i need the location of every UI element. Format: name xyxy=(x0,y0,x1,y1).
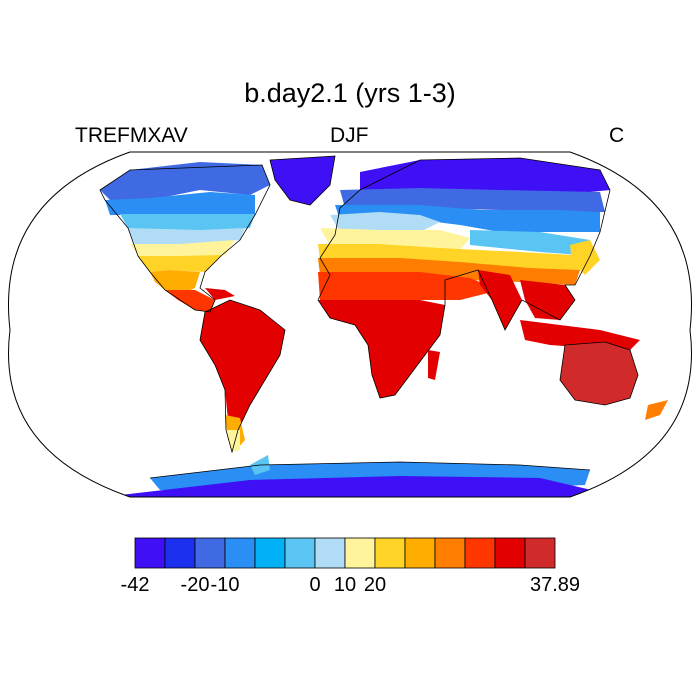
colorbar-label: 20 xyxy=(363,574,387,596)
colorbar-box xyxy=(374,537,406,569)
north-america-mid2 xyxy=(128,228,245,245)
colorbar-box xyxy=(464,537,496,569)
colorbar-label: 37.89 xyxy=(529,574,581,596)
map-title: b.day2.1 (yrs 1-3) xyxy=(244,78,456,108)
madagascar xyxy=(428,350,440,380)
colorbar-label: -20 xyxy=(180,574,210,596)
colorbar-box xyxy=(284,537,316,569)
new-zealand xyxy=(645,400,668,420)
eurasia-arctic xyxy=(360,158,610,195)
mexico xyxy=(150,270,200,295)
north-africa-mideast xyxy=(318,258,580,285)
colorbar-box xyxy=(224,537,256,569)
africa xyxy=(318,300,445,398)
eurasia-midnorth xyxy=(335,205,600,232)
caribbean xyxy=(205,288,235,300)
mediterranean-band xyxy=(318,244,590,270)
colorbar-label: -10 xyxy=(210,574,240,596)
sahara-arabia xyxy=(318,272,500,300)
colorbar-box xyxy=(164,537,196,569)
india xyxy=(478,270,522,330)
colorbar-box xyxy=(404,537,436,569)
tibet-band xyxy=(470,230,590,255)
colorbar-box xyxy=(134,537,166,569)
colorbar-box xyxy=(524,537,556,569)
north-america-south2 xyxy=(138,255,222,272)
central-america xyxy=(165,290,215,312)
colorbar-box xyxy=(194,537,226,569)
colorbar-box xyxy=(344,537,376,569)
units-label: C xyxy=(609,124,625,147)
colorbar-label: 0 xyxy=(309,574,321,596)
south-america xyxy=(200,300,285,445)
colorbar-box xyxy=(254,537,286,569)
philippines-japan xyxy=(570,240,600,275)
southeast-asia xyxy=(520,280,575,320)
colorbar-label: -42 xyxy=(120,574,150,596)
colorbar-box xyxy=(314,537,346,569)
north-america-arctic xyxy=(100,162,270,200)
colorbar-box xyxy=(494,537,526,569)
north-america-north xyxy=(105,192,255,215)
colorbar-box xyxy=(434,537,466,569)
australia xyxy=(560,342,638,405)
north-america-south1 xyxy=(130,240,235,258)
greenland-region xyxy=(270,156,335,205)
season-label: DJF xyxy=(330,124,369,147)
europe-central xyxy=(330,212,440,232)
north-america-mid1 xyxy=(120,214,255,232)
variable-label: TREFMXAV xyxy=(75,124,188,147)
colorbar-label: 10 xyxy=(333,574,357,596)
indonesia xyxy=(520,320,640,350)
antarctica-interior xyxy=(120,476,600,497)
globe-outline xyxy=(8,151,692,498)
